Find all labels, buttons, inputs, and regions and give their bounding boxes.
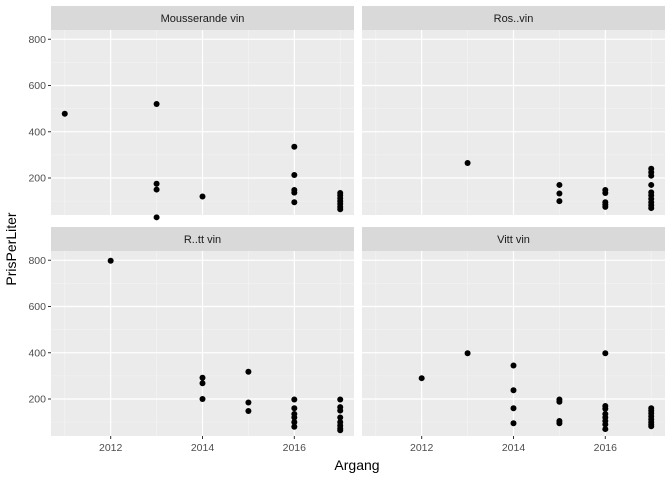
facet-panel: Ros..vin <box>362 6 665 215</box>
data-point <box>648 423 655 430</box>
data-point <box>199 374 206 381</box>
facet-panel: Mousserande vin 200 400 600 800 <box>28 6 354 221</box>
data-point <box>291 171 298 178</box>
panel-plot-area <box>362 30 665 215</box>
facet-strip <box>362 227 665 251</box>
data-point <box>199 193 206 200</box>
data-point <box>291 419 298 426</box>
data-point <box>153 101 160 107</box>
y-tick-label: 600 <box>28 80 46 92</box>
panel-plot-area <box>51 251 354 436</box>
data-point <box>337 414 344 421</box>
facet-panel: Vitt vin 2012 2014 2016 <box>362 227 665 454</box>
panel-plot-area <box>51 30 354 221</box>
facet-strip-label: Ros..vin <box>494 13 534 25</box>
facet-strip <box>51 6 354 30</box>
facet-strip-label: Mousserande vin <box>161 13 245 25</box>
data-point <box>199 380 206 387</box>
facet-panel: R..tt vin 200 400 600 800 2012 2014 2016 <box>28 227 354 454</box>
data-point <box>245 408 252 415</box>
data-point <box>602 350 609 357</box>
facet-strip-label: R..tt vin <box>184 234 221 246</box>
data-point <box>602 421 609 428</box>
facet-strip <box>362 6 665 30</box>
x-tick-label: 2016 <box>594 442 618 454</box>
data-point <box>602 190 609 197</box>
data-point <box>291 423 298 430</box>
x-tick-label: 2012 <box>410 442 434 454</box>
data-point <box>556 398 563 405</box>
data-point <box>291 414 298 421</box>
data-point <box>648 181 655 188</box>
data-point <box>153 186 160 193</box>
data-point <box>510 420 517 427</box>
data-point <box>556 198 563 205</box>
data-point <box>153 214 160 221</box>
facet-strip <box>51 227 354 251</box>
y-tick-label: 400 <box>28 126 46 138</box>
y-tick-label: 800 <box>28 34 46 46</box>
y-tick-label: 400 <box>28 347 46 359</box>
data-point <box>510 362 517 369</box>
data-point <box>602 405 609 412</box>
panel-plot-area <box>362 251 665 436</box>
y-tick-label: 600 <box>28 301 46 313</box>
data-point <box>245 368 252 375</box>
data-point <box>291 405 298 412</box>
data-point <box>153 180 160 187</box>
data-point <box>337 206 344 213</box>
data-point <box>602 203 609 210</box>
data-point <box>245 399 252 406</box>
data-point <box>291 189 298 196</box>
data-point <box>337 396 344 403</box>
data-point <box>107 257 114 264</box>
data-point <box>602 426 609 433</box>
data-point <box>556 181 563 188</box>
x-tick-label: 2016 <box>283 442 307 454</box>
y-tick-label: 800 <box>28 255 46 267</box>
y-tick-label: 200 <box>28 394 46 406</box>
data-point <box>510 387 517 394</box>
data-point <box>648 172 655 179</box>
data-point <box>464 159 471 166</box>
data-point <box>556 190 563 197</box>
data-point <box>418 375 425 382</box>
x-tick-label: 2014 <box>191 442 215 454</box>
y-tick-label: 200 <box>28 173 46 185</box>
data-point <box>337 407 344 414</box>
x-tick-label: 2014 <box>502 442 526 454</box>
data-point <box>464 350 471 357</box>
data-point <box>199 396 206 402</box>
facet-strip-label: Vitt vin <box>497 234 530 246</box>
data-point <box>291 396 298 403</box>
data-point <box>291 199 298 206</box>
data-point <box>510 405 517 412</box>
data-point <box>648 205 655 212</box>
y-axis-title: PrisPerLiter <box>3 212 19 285</box>
data-point <box>556 420 563 427</box>
data-point <box>61 110 68 117</box>
x-axis-title: Argang <box>334 457 379 473</box>
data-point <box>337 427 344 434</box>
data-point <box>291 143 298 150</box>
x-tick-label: 2012 <box>99 442 123 454</box>
